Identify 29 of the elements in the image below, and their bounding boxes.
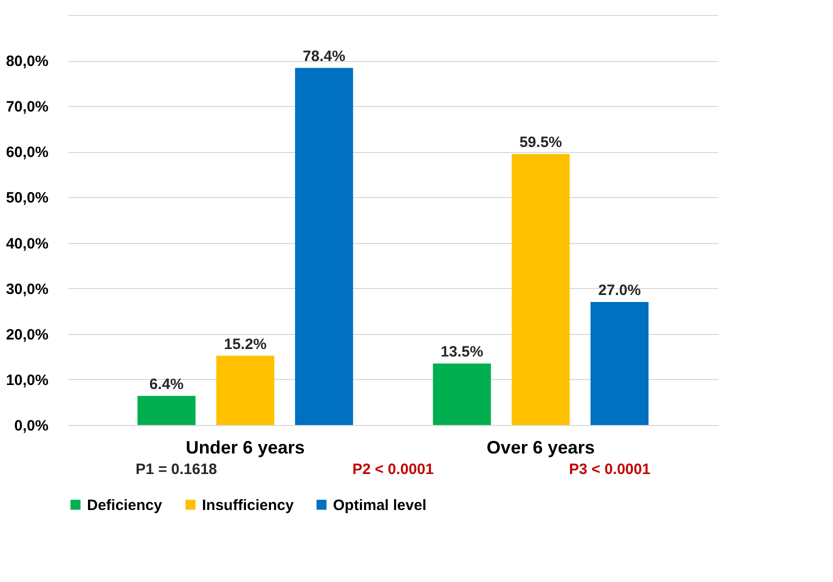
text: P3 < 0.0001 (569, 461, 650, 478)
legend-label: Optimal level (333, 496, 426, 514)
y-tick-label: 40,0% (6, 235, 48, 252)
y-tick-label: 60,0% (6, 144, 48, 162)
text: P2 < 0.0001 (352, 461, 434, 478)
x-tick-label: Over 6 years (486, 438, 595, 458)
data-label: 27.0% (598, 282, 641, 299)
y-tick-label: 70,0% (6, 98, 48, 116)
data-label: 59.5% (519, 134, 562, 151)
text: P1 = 0.1618 (136, 461, 217, 478)
y-tick-label: 10,0% (6, 372, 48, 389)
bar (295, 68, 354, 425)
bar (216, 356, 274, 425)
data-label: 15.2% (224, 336, 267, 353)
y-tick-label: 80,0% (6, 53, 48, 70)
y-tick-label: 30,0% (6, 280, 48, 298)
legend-label: Insufficiency (202, 496, 294, 514)
bar (432, 364, 491, 425)
legend-label: Deficiency (87, 496, 163, 514)
data-label: 6.4% (149, 376, 184, 393)
x-tick-label: Under 6 years (186, 438, 305, 458)
data-label: 13.5% (440, 344, 484, 360)
bar (512, 154, 570, 425)
bar (137, 396, 196, 425)
y-tick-label: 50,0% (6, 190, 48, 207)
y-tick-label: 20,0% (6, 326, 48, 344)
data-label: 78.4% (302, 48, 346, 65)
y-tick-label: 0,0% (14, 418, 48, 434)
bar (590, 302, 649, 425)
